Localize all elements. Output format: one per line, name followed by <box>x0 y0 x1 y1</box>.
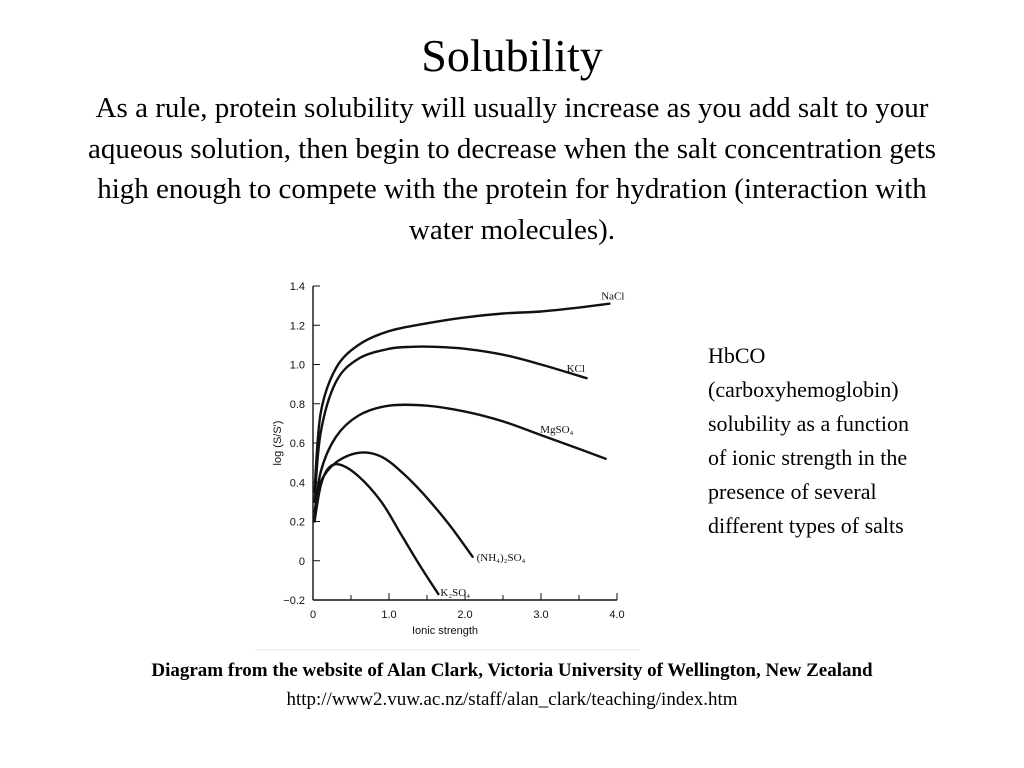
series-label: K₂SO₄ <box>440 587 470 599</box>
x-tick-label: 3.0 <box>533 609 548 621</box>
y-tick-label: 0.4 <box>290 477 305 489</box>
intro-paragraph: As a rule, protein solubility will usual… <box>88 92 936 246</box>
series-line-1 <box>313 345 588 504</box>
x-axis-title: Ionic strength <box>412 625 478 637</box>
y-tick-label: 0.2 <box>290 517 305 529</box>
series-label: NaCl <box>601 291 624 303</box>
series-line-0 <box>313 302 611 494</box>
side-note-line: HbCO <box>708 343 766 368</box>
page-title: Solubility <box>421 30 603 81</box>
y-tick-label: 0.6 <box>290 438 305 450</box>
x-tick-label: 2.0 <box>457 609 472 621</box>
series-line-2 <box>313 403 607 519</box>
credit-line: Diagram from the website of Alan Clark, … <box>151 660 873 681</box>
side-note-line: solubility as a function <box>708 411 910 436</box>
side-note-line: presence of several <box>708 479 877 504</box>
solubility-chart: −0.200.20.40.60.81.01.21.40 1.0 2.0 3.0 4.0 … <box>255 281 640 651</box>
x-tick-label: 0 <box>310 609 316 621</box>
series-label: (NH₄)₂SO₄ <box>477 552 526 564</box>
y-tick-label: 1.2 <box>290 320 305 332</box>
x-tick-label: 1.0 <box>381 609 396 621</box>
series-line-3 <box>313 451 474 558</box>
y-tick-label: 0.8 <box>290 399 305 411</box>
y-tick-label: 1.0 <box>290 360 305 372</box>
y-axis-title: log (S/S') <box>272 421 284 466</box>
source-url: http://www2.vuw.ac.nz/staff/alan_clark/t… <box>286 689 738 710</box>
series-line-4 <box>313 462 440 596</box>
side-note: HbCO (carboxyhemoglobin) solubility as a f… <box>708 339 998 543</box>
series-label: KCl <box>567 363 585 375</box>
y-tick-label: 0 <box>299 556 305 568</box>
y-tick-label: −0.2 <box>283 595 305 607</box>
side-note-line: of ionic strength in the <box>708 445 908 470</box>
y-tick-label: 1.4 <box>290 281 305 293</box>
series-label: MgSO₄ <box>540 424 573 436</box>
x-tick-label: 4.0 <box>609 609 624 621</box>
side-note-line: different types of salts <box>708 513 904 538</box>
side-note-line: (carboxyhemoglobin) <box>708 377 899 402</box>
